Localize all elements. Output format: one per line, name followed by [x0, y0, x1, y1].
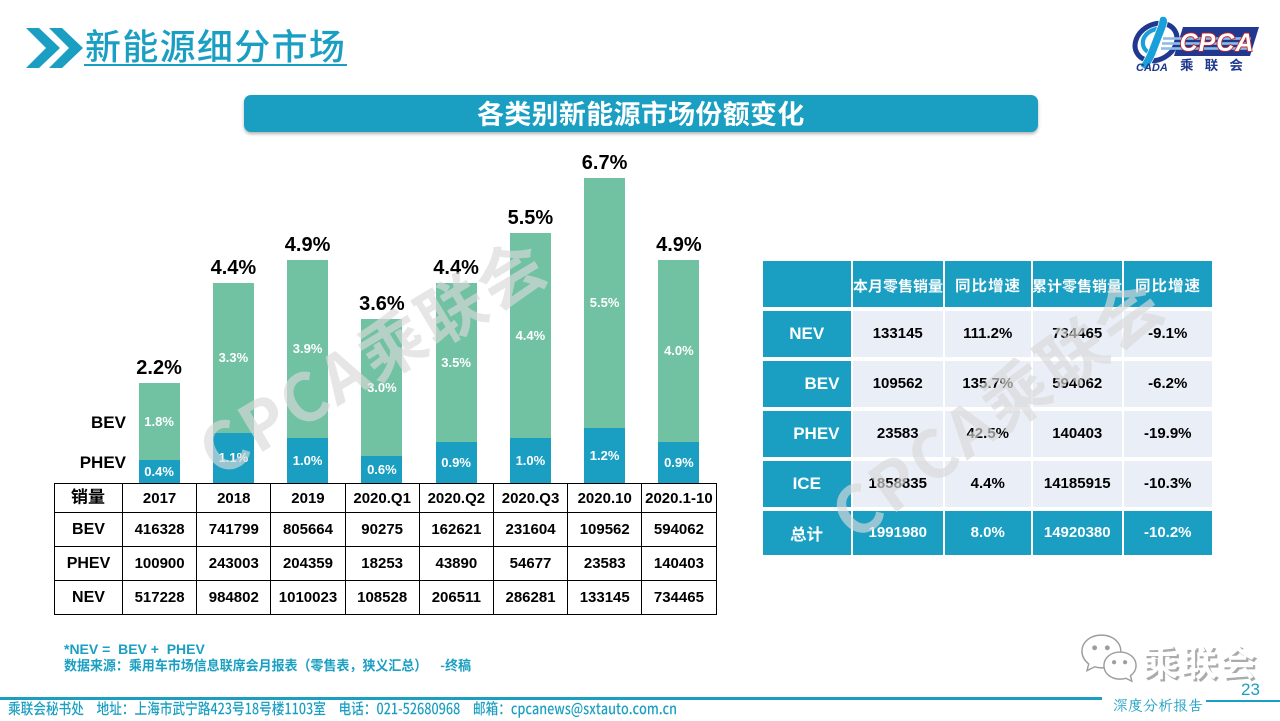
svg-text:CPCA: CPCA: [1180, 29, 1255, 57]
svg-text:CADA: CADA: [1136, 62, 1168, 74]
